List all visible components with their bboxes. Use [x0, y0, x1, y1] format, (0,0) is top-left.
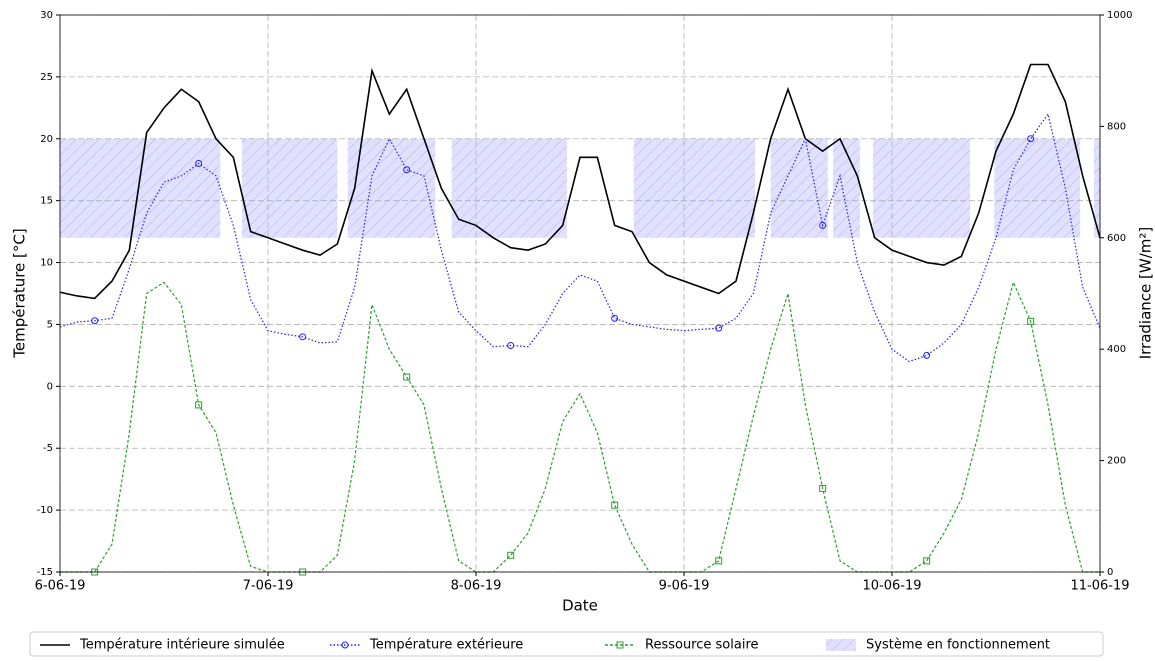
x-axis-label: Date — [562, 597, 598, 615]
y-tick-label: 20 — [40, 134, 53, 145]
marker — [715, 557, 723, 565]
marker — [923, 351, 931, 359]
plot-frame — [59, 14, 1101, 573]
y2-tick-label: 800 — [1107, 121, 1126, 132]
y-tick-label: -5 — [43, 443, 53, 454]
y2-axis-label: Irradiance [W/m²] — [1137, 227, 1155, 360]
operating-span — [872, 138, 970, 238]
span-hatch — [242, 138, 338, 238]
y2-tick-label: 1000 — [1107, 10, 1132, 21]
x-tick-label: 11-06-19 — [1070, 579, 1129, 594]
marker — [507, 551, 515, 559]
span-hatch — [60, 138, 221, 238]
marker — [923, 557, 931, 565]
span-hatch — [1093, 138, 1100, 238]
legend-patch-hatch — [826, 639, 856, 651]
marker — [91, 317, 99, 325]
operating-span — [451, 138, 567, 238]
operating-span — [242, 138, 338, 238]
x-tick-label: 6-06-19 — [35, 579, 86, 594]
span-hatch — [347, 138, 436, 238]
operating-span — [1093, 138, 1100, 238]
x-tick-label: 7-06-19 — [243, 579, 294, 594]
y-tick-label: 5 — [47, 319, 53, 330]
marker — [611, 314, 619, 322]
legend-label: Température extérieure — [369, 638, 523, 653]
x-tick-label: 10-06-19 — [862, 579, 921, 594]
operating-span — [770, 138, 828, 238]
y-tick-label: 10 — [40, 258, 53, 269]
series-line — [60, 280, 1100, 573]
marker — [1027, 317, 1035, 325]
x-tick-label: 8-06-19 — [451, 579, 502, 594]
y-tick-label: 15 — [40, 196, 53, 207]
legend-marker — [616, 641, 624, 649]
operating-span — [833, 138, 860, 238]
marker — [611, 501, 619, 509]
span-hatch — [994, 138, 1081, 238]
y-tick-label: -10 — [37, 505, 53, 516]
series-line — [59, 112, 1101, 363]
series-line — [59, 63, 1101, 300]
y2-tick-label: 200 — [1107, 456, 1126, 467]
marker — [507, 341, 515, 349]
y2-tick-label: 0 — [1107, 567, 1113, 578]
marker — [195, 160, 203, 168]
operating-span — [347, 138, 436, 238]
legend-label: Température intérieure simulée — [79, 638, 285, 653]
span-hatch — [833, 138, 860, 238]
span-hatch — [770, 138, 828, 238]
y-tick-label: -15 — [37, 567, 53, 578]
marker — [403, 166, 411, 174]
y2-tick-label: 600 — [1107, 233, 1126, 244]
y-tick-label: 0 — [47, 381, 53, 392]
y-tick-label: 25 — [40, 72, 53, 83]
span-hatch — [872, 138, 970, 238]
marker — [403, 373, 411, 381]
marker — [299, 333, 307, 341]
y-axis-label: Température [°C] — [11, 228, 29, 358]
marker — [715, 324, 723, 332]
operating-span — [994, 138, 1081, 238]
marker — [819, 221, 827, 229]
legend-marker — [341, 641, 349, 649]
marker — [819, 484, 827, 492]
legend-label: Système en fonctionnement — [866, 638, 1050, 653]
span-hatch — [451, 138, 567, 238]
marker — [195, 401, 203, 409]
legend-label: Ressource solaire — [645, 638, 759, 653]
span-hatch — [633, 138, 756, 238]
operating-span — [60, 138, 221, 238]
x-tick-label: 9-06-19 — [659, 579, 710, 594]
y-tick-label: 30 — [40, 10, 53, 21]
operating-span — [633, 138, 756, 238]
marker — [1027, 135, 1035, 143]
y2-tick-label: 400 — [1107, 344, 1126, 355]
